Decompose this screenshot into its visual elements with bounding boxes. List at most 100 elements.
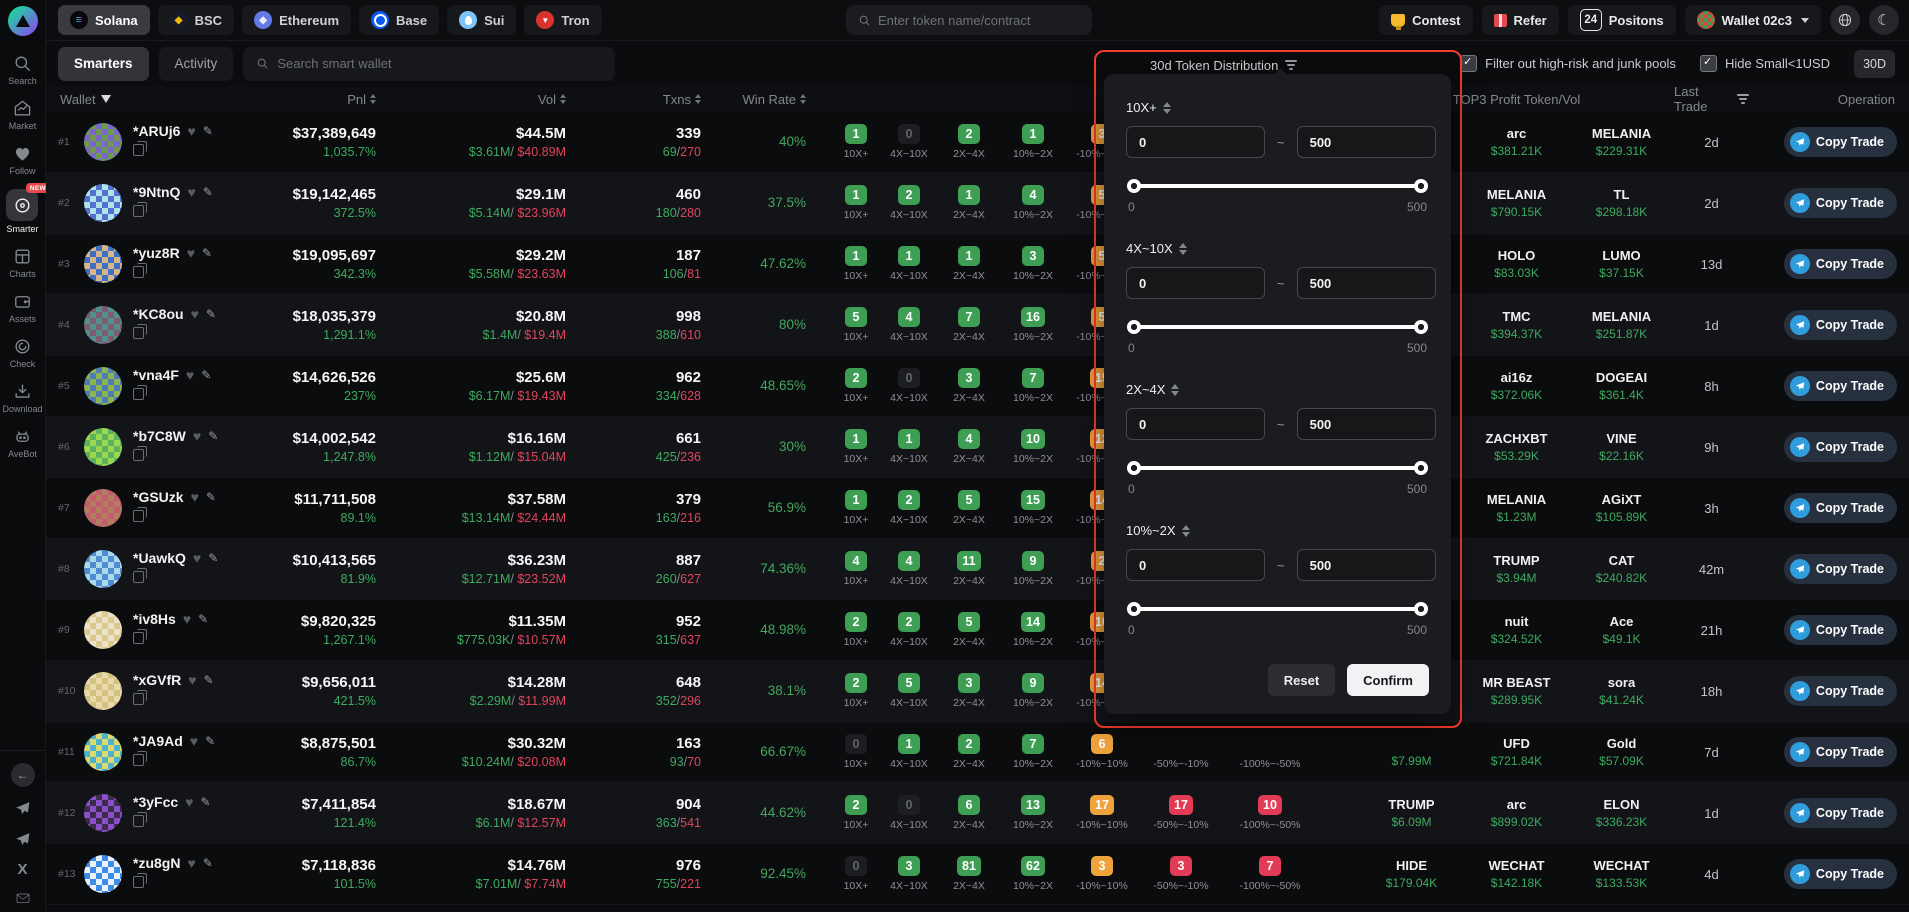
profit-token[interactable]: MELANIA $251.87K <box>1569 309 1674 341</box>
wallet-avatar[interactable] <box>84 672 122 710</box>
copy-address-icon[interactable] <box>133 629 147 644</box>
wallet-name[interactable]: *vna4F <box>133 367 179 383</box>
col-pnl[interactable]: Pnl <box>246 92 376 107</box>
positions-button[interactable]: 24 Positons <box>1567 5 1676 35</box>
col-wallet[interactable]: Wallet <box>60 91 96 107</box>
hide-small-checkbox[interactable]: Hide Small<1USD <box>1699 55 1830 72</box>
slider-handle-min[interactable] <box>1127 320 1141 334</box>
profit-token[interactable]: ZACHXBT $53.29K <box>1464 431 1569 463</box>
profit-token[interactable]: TL $298.18K <box>1569 187 1674 219</box>
profit-token[interactable]: WECHAT $133.53K <box>1569 858 1674 890</box>
favorite-heart-icon[interactable]: ♥ <box>192 550 202 566</box>
confirm-button[interactable]: Confirm <box>1347 664 1429 696</box>
slider-handle-max[interactable] <box>1414 179 1428 193</box>
profit-token[interactable]: TRUMP $6.09M <box>1359 797 1464 829</box>
wallet-avatar[interactable] <box>84 245 122 283</box>
wallet-avatar[interactable] <box>84 733 122 771</box>
range-max-input[interactable] <box>1296 267 1436 299</box>
language-globe-button[interactable] <box>1830 5 1860 35</box>
sort-icon[interactable] <box>695 93 701 105</box>
wallet-name[interactable]: *zu8gN <box>133 855 181 871</box>
period-select[interactable]: 30D <box>1854 49 1895 78</box>
telegram-icon[interactable] <box>15 800 31 818</box>
copy-address-icon[interactable] <box>133 263 147 278</box>
copy-address-icon[interactable] <box>133 446 147 461</box>
wallet-avatar[interactable] <box>84 855 122 893</box>
range-max-input[interactable] <box>1296 549 1436 581</box>
edit-pencil-icon[interactable]: ✎ <box>205 307 216 321</box>
profit-token[interactable]: HIDE $179.04K <box>1359 858 1464 890</box>
wallet-name[interactable]: *yuz8R <box>133 245 180 261</box>
sort-icon[interactable] <box>800 93 806 105</box>
copy-address-icon[interactable] <box>133 202 147 217</box>
profit-token[interactable]: Ace $49.1K <box>1569 614 1674 646</box>
range-slider[interactable] <box>1127 602 1428 616</box>
refer-button[interactable]: Refer <box>1481 5 1559 35</box>
chain-tab-bsc[interactable]: ◆ BSC <box>157 5 235 35</box>
profit-token[interactable]: nuit $324.52K <box>1464 614 1569 646</box>
profit-token[interactable]: ai16z $372.06K <box>1464 370 1569 402</box>
wallet-avatar[interactable] <box>84 611 122 649</box>
swap-vertical-icon[interactable] <box>1162 101 1171 114</box>
wallet-avatar[interactable] <box>84 367 122 405</box>
edit-pencil-icon[interactable]: ✎ <box>202 856 213 870</box>
wallet-avatar[interactable] <box>84 794 122 832</box>
tab-smarters[interactable]: Smarters <box>58 46 149 81</box>
swap-vertical-icon[interactable] <box>1171 383 1180 396</box>
copy-trade-button[interactable]: Copy Trade <box>1783 432 1897 462</box>
profit-token[interactable]: ELON $336.23K <box>1569 797 1674 829</box>
wallet-name[interactable]: *GSUzk <box>133 489 184 505</box>
table-row[interactable]: #8 *UawkQ ♥ ✎ $10,413,565 81.9% $36.23M … <box>46 539 1909 600</box>
copy-trade-button[interactable]: Copy Trade <box>1783 371 1897 401</box>
chain-tab-sui[interactable]: Sui <box>447 5 517 35</box>
profit-token[interactable]: WECHAT $142.18K <box>1464 858 1569 890</box>
favorite-heart-icon[interactable]: ♥ <box>190 489 199 505</box>
wallet-name[interactable]: *9NtnQ <box>133 184 181 200</box>
profit-token[interactable]: LUMO $37.15K <box>1569 248 1674 280</box>
range-min-input[interactable] <box>1126 267 1265 299</box>
favorite-heart-icon[interactable]: ♥ <box>187 184 196 200</box>
table-row[interactable]: #13 *zu8gN ♥ ✎ $7,118,836 101.5% $14.76M… <box>46 844 1909 905</box>
wallet-avatar[interactable] <box>84 550 122 588</box>
profit-token[interactable]: TRUMP $3.94M <box>1464 553 1569 585</box>
copy-address-icon[interactable] <box>133 141 147 156</box>
sidebar-item-download[interactable]: Download <box>2 382 43 414</box>
wallet-name[interactable]: *ARUj6 <box>133 123 181 139</box>
table-row[interactable]: #3 *yuz8R ♥ ✎ $19,095,697 342.3% $29.2M … <box>46 234 1909 295</box>
col-win-rate[interactable]: Win Rate <box>701 92 806 107</box>
favorite-heart-icon[interactable]: ♥ <box>186 245 195 261</box>
edit-pencil-icon[interactable]: ✎ <box>198 612 209 626</box>
copy-address-icon[interactable] <box>133 507 147 522</box>
sort-icon[interactable] <box>560 93 566 105</box>
sort-icon[interactable] <box>370 93 376 105</box>
copy-trade-button[interactable]: Copy Trade <box>1783 615 1897 645</box>
range-min-input[interactable] <box>1126 408 1265 440</box>
table-row[interactable]: #5 *vna4F ♥ ✎ $14,626,526 237% $25.6M $6… <box>46 356 1909 417</box>
slider-handle-min[interactable] <box>1127 461 1141 475</box>
profit-token[interactable]: Gold $57.09K <box>1569 736 1674 768</box>
copy-address-icon[interactable] <box>133 385 147 400</box>
table-row[interactable]: #6 *b7C8W ♥ ✎ $14,002,542 1,247.8% $16.1… <box>46 417 1909 478</box>
slider-handle-max[interactable] <box>1414 602 1428 616</box>
copy-trade-button[interactable]: Copy Trade <box>1783 859 1897 889</box>
chain-tab-ethereum[interactable]: ◆ Ethereum <box>242 5 352 35</box>
chain-tab-tron[interactable]: ▼ Tron <box>524 5 602 35</box>
wallet-name[interactable]: *JA9Ad <box>133 733 183 749</box>
wallet-avatar[interactable] <box>84 123 122 161</box>
telegram-icon[interactable] <box>15 831 31 849</box>
filter-funnel-icon[interactable] <box>100 95 111 103</box>
filter-lines-icon[interactable] <box>1285 60 1298 70</box>
copy-address-icon[interactable] <box>133 873 147 888</box>
profit-token[interactable]: HOLO $83.03K <box>1464 248 1569 280</box>
collapse-sidebar-button[interactable]: ← <box>10 763 35 787</box>
edit-pencil-icon[interactable]: ✎ <box>202 124 213 138</box>
profit-token[interactable]: MR BEAST $289.95K <box>1464 675 1569 707</box>
contest-button[interactable]: Contest <box>1379 5 1473 35</box>
copy-address-icon[interactable] <box>133 568 147 583</box>
wallet-name[interactable]: *KC8ou <box>133 306 184 322</box>
wallet-avatar[interactable] <box>84 489 122 527</box>
profit-token[interactable]: sora $41.24K <box>1569 675 1674 707</box>
slider-track[interactable] <box>1130 325 1425 329</box>
sidebar-item-check[interactable]: Check <box>10 337 35 369</box>
sidebar-item-charts[interactable]: Charts <box>9 247 36 279</box>
